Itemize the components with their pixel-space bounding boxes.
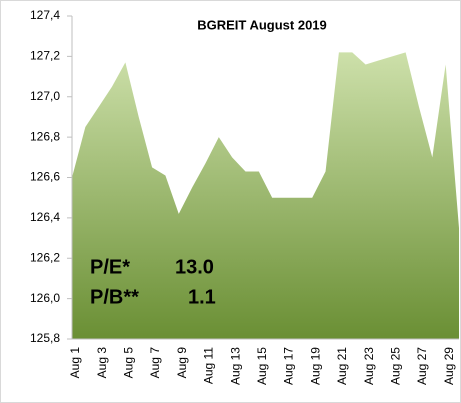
x-tick-label: Aug 13 [228,347,242,385]
y-tick-label: 126,6 [30,170,60,184]
x-tick-label: Aug 21 [335,347,349,385]
x-tick-label: Aug 29 [442,347,456,385]
annotation-label: P/E* [90,256,130,278]
y-tick-label: 125,8 [30,331,60,345]
x-tick-label: Aug 5 [122,347,136,379]
x-tick-label: Aug 11 [202,347,216,384]
y-tick-label: 126,2 [30,250,60,264]
x-tick-label: Aug 7 [148,347,162,379]
x-tick-label: Aug 9 [175,347,189,379]
y-tick-label: 126,0 [30,291,60,305]
x-tick-label: Aug 3 [95,347,109,379]
x-tick-label: Aug 19 [308,347,322,385]
x-tick-label: Aug 25 [388,347,402,385]
x-tick-label: Aug 23 [362,347,376,385]
annotation-label: P/B** [90,286,139,308]
y-tick-label: 126,8 [30,129,60,143]
x-tick-label: Aug 27 [415,347,429,385]
y-tick-label: 127,2 [30,49,60,63]
area [72,52,459,340]
y-tick-label: 127,0 [30,89,60,103]
y-tick-label: 127,4 [30,8,60,22]
x-tick-label: Aug 15 [255,347,269,385]
annotation-value: 1.1 [188,286,216,308]
x-tick-label: Aug 1 [68,347,82,379]
chart-title: BGREIT August 2019 [197,17,327,32]
annotation-value: 13.0 [175,256,214,278]
y-tick-label: 126,4 [30,210,60,224]
x-tick-label: Aug 17 [282,347,296,385]
